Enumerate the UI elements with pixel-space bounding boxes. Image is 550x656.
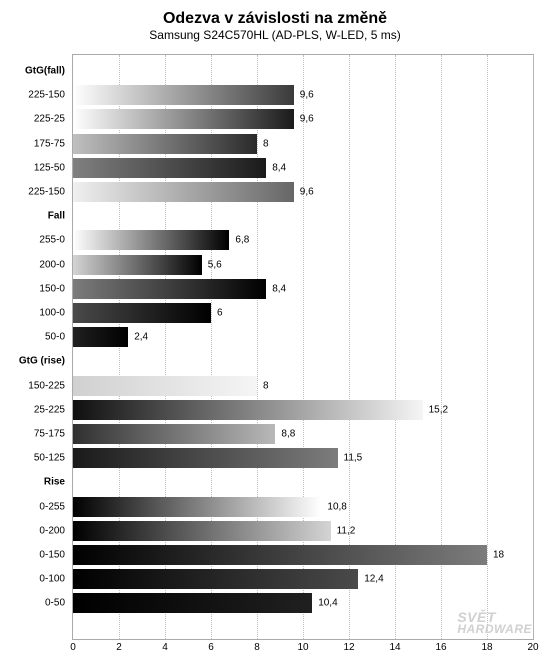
data-bar	[73, 109, 294, 129]
y-tick-label: 0-200	[39, 525, 65, 536]
y-tick-label: 150-225	[28, 380, 65, 391]
x-tick-label: 18	[481, 642, 492, 653]
data-bar	[73, 134, 257, 154]
x-tick-label: 6	[208, 642, 214, 653]
bar-value-label: 10,4	[318, 598, 337, 609]
y-tick-label: 0-255	[39, 501, 65, 512]
data-bar	[73, 376, 257, 396]
data-bar	[73, 182, 294, 202]
x-tick-label: 12	[343, 642, 354, 653]
x-tick-label: 14	[389, 642, 400, 653]
plot-area: 0 2 4 6 8 10 12 14 16 18 20 GtG(fall) 225-150 9,6 225-…	[12, 48, 538, 656]
bar-value-label: 2,4	[134, 332, 148, 343]
bar-value-label: 8,4	[272, 283, 286, 294]
y-tick-label: 255-0	[39, 235, 65, 246]
bar-value-label: 8	[263, 380, 269, 391]
y-tick-label: 225-150	[28, 90, 65, 101]
y-tick-label: 125-50	[34, 162, 65, 173]
bar-value-label: 11,5	[344, 453, 363, 464]
data-bar	[73, 327, 128, 347]
x-tick-label: 8	[254, 642, 260, 653]
data-bar	[73, 448, 338, 468]
bar-value-label: 8,8	[281, 429, 295, 440]
data-bar	[73, 545, 487, 565]
y-tick-label: 50-0	[45, 332, 65, 343]
bar-value-label: 18	[493, 550, 504, 561]
x-tick-label: 10	[297, 642, 308, 653]
y-tick-label: 150-0	[39, 283, 65, 294]
data-bar	[73, 569, 358, 589]
data-bar	[73, 85, 294, 105]
x-tick-label: 2	[116, 642, 122, 653]
bar-value-label: 15,2	[429, 404, 448, 415]
data-bar	[73, 521, 331, 541]
bar-value-label: 10,8	[327, 501, 346, 512]
data-bar	[73, 255, 202, 275]
data-bar	[73, 230, 229, 250]
data-bar	[73, 158, 266, 178]
y-tick-label: 25-225	[34, 404, 65, 415]
x-tick-label: 20	[527, 642, 538, 653]
y-tick-label: 50-125	[34, 453, 65, 464]
data-bar	[73, 400, 423, 420]
bar-value-label: 12,4	[364, 574, 383, 585]
bar-value-label: 9,6	[300, 114, 314, 125]
y-tick-label: 225-25	[34, 114, 65, 125]
chart-title: Odezva v závislosti na změně	[12, 10, 538, 28]
bar-value-label: 9,6	[300, 187, 314, 198]
y-tick-label: 100-0	[39, 308, 65, 319]
chart-subtitle: Samsung S24C570HL (AD-PLS, W-LED, 5 ms)	[12, 28, 538, 42]
plot-inner: 02468101214161820GtG(fall)225-1509,6225-…	[72, 54, 534, 640]
section-label: GtG(fall)	[25, 66, 65, 77]
data-bar	[73, 424, 275, 444]
y-tick-label: 0-50	[45, 598, 65, 609]
x-tick-label: 0	[70, 642, 76, 653]
bar-value-label: 5,6	[208, 259, 222, 270]
y-tick-label: 200-0	[39, 259, 65, 270]
y-tick-label: 0-100	[39, 574, 65, 585]
y-tick-label: 225-150	[28, 187, 65, 198]
bar-value-label: 6,8	[235, 235, 249, 246]
data-bar	[73, 303, 211, 323]
bar-value-label: 6	[217, 308, 223, 319]
y-tick-label: 0-150	[39, 550, 65, 561]
x-tick-label: 4	[162, 642, 168, 653]
section-label: GtG (rise)	[19, 356, 65, 367]
data-bar	[73, 593, 312, 613]
bar-value-label: 11,2	[337, 525, 356, 536]
chart-container: Odezva v závislosti na změně Samsung S24…	[0, 0, 550, 656]
data-bar	[73, 497, 321, 517]
y-tick-label: 75-175	[34, 429, 65, 440]
y-tick-label: 175-75	[34, 138, 65, 149]
bar-value-label: 9,6	[300, 90, 314, 101]
section-label: Rise	[44, 477, 65, 488]
data-bar	[73, 279, 266, 299]
bar-value-label: 8	[263, 138, 269, 149]
section-label: Fall	[48, 211, 65, 222]
x-grid-line	[487, 55, 488, 639]
x-grid-line	[533, 55, 534, 639]
x-tick-label: 16	[435, 642, 446, 653]
bar-value-label: 8,4	[272, 162, 286, 173]
